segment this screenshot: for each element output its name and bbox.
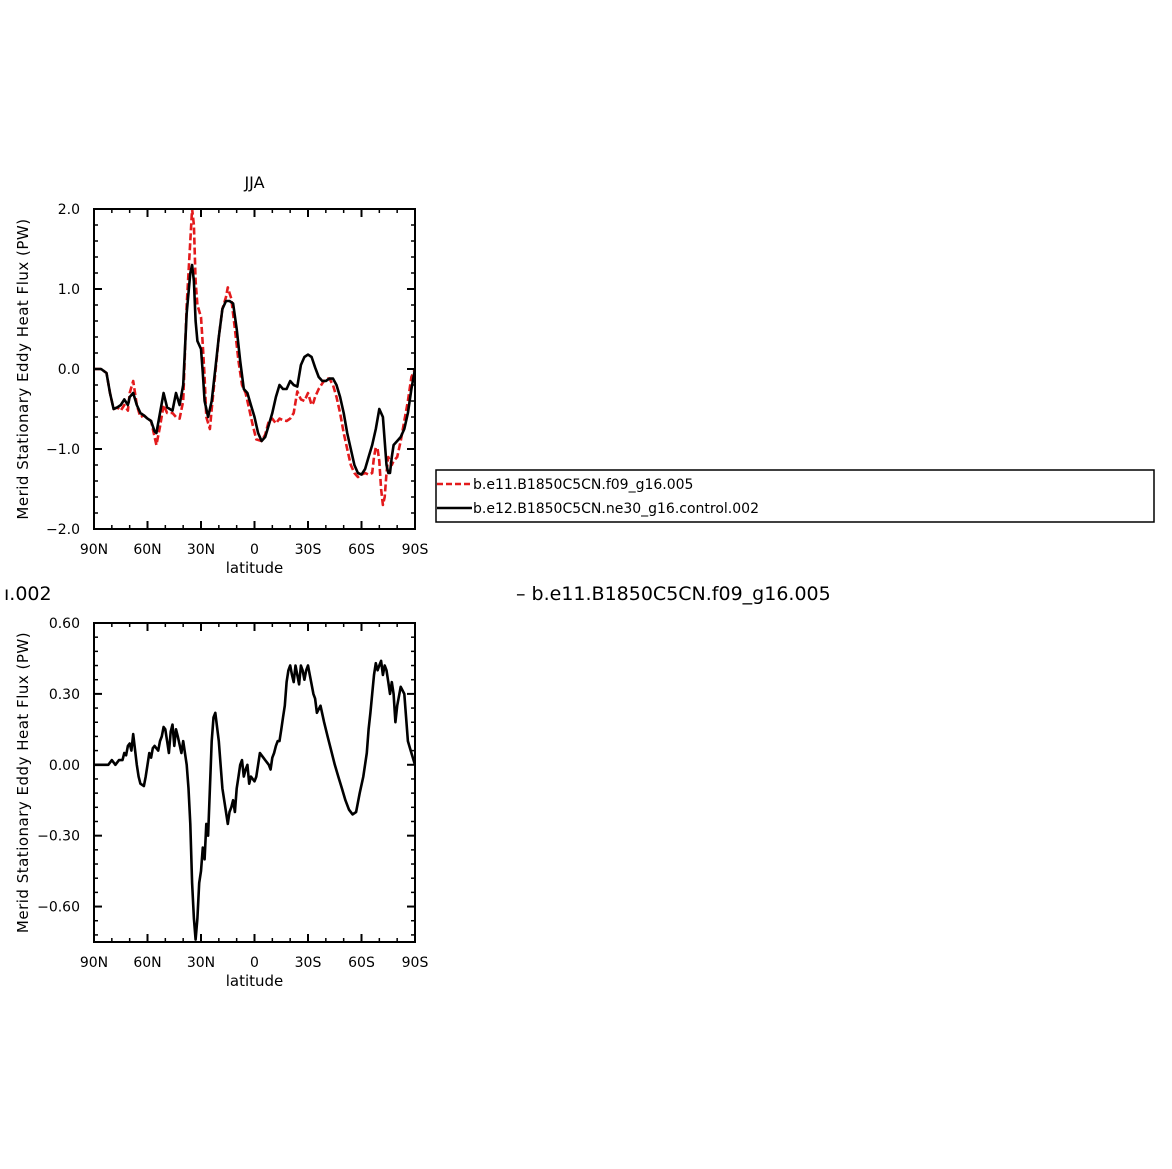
y-tick-label: 0.30: [49, 687, 80, 703]
x-tick-label: 90S: [402, 955, 429, 971]
x-tick-label: 90S: [402, 542, 429, 558]
y-tick-label: −0.60: [37, 900, 80, 916]
y-axis-label: Merid Stationary Eddy Heat Flux (PW): [14, 632, 32, 933]
x-tick-label: 30S: [295, 542, 322, 558]
series-line-1: [94, 265, 415, 475]
x-tick-label: 60S: [348, 542, 375, 558]
y-tick-label: −0.30: [37, 829, 80, 845]
y-tick-label: 0.0: [58, 362, 80, 378]
series-line-0: [94, 661, 415, 940]
x-tick-label: 60S: [348, 955, 375, 971]
y-tick-label: −1.0: [46, 442, 80, 458]
plot-frame: [94, 209, 415, 529]
bottom-panel: 90N 60N 30N 0 30S 60S 90S 0.60 0.30 0.00 −0.30 −0.6…: [14, 616, 428, 990]
legend-label-series-0: b.e11.B1850C5CN.f09_g16.005: [473, 477, 693, 493]
y-tick-label: 2.0: [58, 202, 80, 218]
x-tick-label: 90N: [80, 542, 108, 558]
top-panel: JJA 90N 60N 30N 0 30S 60S 90S 2.0 1.0 0.0 −1.0 −2.0 l…: [14, 173, 428, 577]
x-tick-label: 0: [250, 955, 259, 971]
legend: b.e11.B1850C5CN.f09_g16.005 b.e12.B1850C…: [436, 470, 1154, 522]
x-tick-label: 60N: [133, 955, 161, 971]
x-tick-label: 30N: [187, 542, 215, 558]
y-tick-label: 0.60: [49, 616, 80, 632]
x-axis-label: latitude: [226, 972, 284, 990]
chart-title: JJA: [243, 173, 264, 192]
x-tick-label: 60N: [133, 542, 161, 558]
x-tick-label: 90N: [80, 955, 108, 971]
y-tick-label: 1.0: [58, 282, 80, 298]
diff-caption-right: – b.e11.B1850C5CN.f09_g16.005: [516, 583, 831, 605]
legend-label-series-1: b.e12.B1850C5CN.ne30_g16.control.002: [473, 501, 759, 517]
x-tick-label: 0: [250, 542, 259, 558]
y-tick-label: 0.00: [49, 758, 80, 774]
x-axis-label: latitude: [226, 559, 284, 577]
diff-caption-left: ı.002: [4, 583, 52, 605]
y-axis-label: Merid Stationary Eddy Heat Flux (PW): [14, 218, 32, 519]
x-tick-label: 30N: [187, 955, 215, 971]
x-tick-label: 30S: [295, 955, 322, 971]
y-tick-label: −2.0: [46, 522, 80, 538]
